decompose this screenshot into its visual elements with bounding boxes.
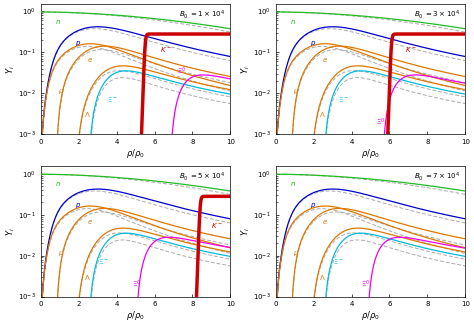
Y-axis label: $Y_i$: $Y_i$	[4, 227, 17, 236]
Text: p: p	[75, 40, 79, 46]
Text: e: e	[88, 219, 92, 225]
Text: e: e	[323, 219, 328, 225]
Text: $B_0\ =1\times10^4$: $B_0\ =1\times10^4$	[179, 8, 225, 21]
Text: $B_0\ =3\times10^4$: $B_0\ =3\times10^4$	[414, 8, 460, 21]
Text: n: n	[291, 181, 295, 187]
X-axis label: $\rho/\rho_0$: $\rho/\rho_0$	[126, 309, 145, 322]
Text: $\mu$: $\mu$	[293, 87, 299, 96]
Text: $\Xi^0$: $\Xi^0$	[376, 116, 385, 127]
X-axis label: $\rho/\rho_0$: $\rho/\rho_0$	[126, 146, 145, 159]
Y-axis label: $Y_i$: $Y_i$	[4, 65, 17, 74]
Text: $K^-$: $K^-$	[211, 221, 223, 230]
X-axis label: $\rho/\rho_0$: $\rho/\rho_0$	[361, 309, 380, 322]
Y-axis label: $Y_i$: $Y_i$	[239, 227, 252, 236]
Text: $\Xi^-$: $\Xi^-$	[338, 95, 349, 104]
Text: p: p	[75, 202, 79, 208]
Y-axis label: $Y_i$: $Y_i$	[239, 65, 252, 74]
Text: e: e	[88, 57, 92, 63]
Text: $\mu$: $\mu$	[58, 87, 64, 96]
Text: $\mu$: $\mu$	[58, 249, 64, 259]
Text: n: n	[56, 19, 60, 25]
Text: $\Xi^0$: $\Xi^0$	[177, 66, 187, 77]
Text: $\Lambda$: $\Lambda$	[84, 273, 91, 282]
Text: $\Lambda$: $\Lambda$	[84, 110, 91, 119]
Text: $\mu$: $\mu$	[293, 249, 299, 259]
Text: p: p	[310, 40, 314, 46]
Text: $\Xi^-$: $\Xi^-$	[98, 258, 109, 266]
Text: $B_0\ =7\times10^4$: $B_0\ =7\times10^4$	[414, 170, 460, 183]
Text: $\Xi^-$: $\Xi^-$	[107, 95, 118, 104]
Text: $\Xi^0$: $\Xi^0$	[132, 279, 141, 290]
Text: $K^-$: $K^-$	[405, 45, 416, 53]
Text: $\Lambda$: $\Lambda$	[319, 110, 326, 119]
Text: $\Xi^-$: $\Xi^-$	[333, 258, 344, 266]
X-axis label: $\rho/\rho_0$: $\rho/\rho_0$	[361, 146, 380, 159]
Text: e: e	[323, 57, 328, 63]
Text: n: n	[291, 19, 295, 25]
Text: $\Xi^0$: $\Xi^0$	[361, 279, 370, 290]
Text: $B_0\ =5\times10^4$: $B_0\ =5\times10^4$	[179, 170, 225, 183]
Text: $\Lambda$: $\Lambda$	[319, 273, 326, 282]
Text: $K^-$: $K^-$	[160, 45, 172, 53]
Text: p: p	[310, 202, 314, 208]
Text: n: n	[56, 181, 60, 187]
